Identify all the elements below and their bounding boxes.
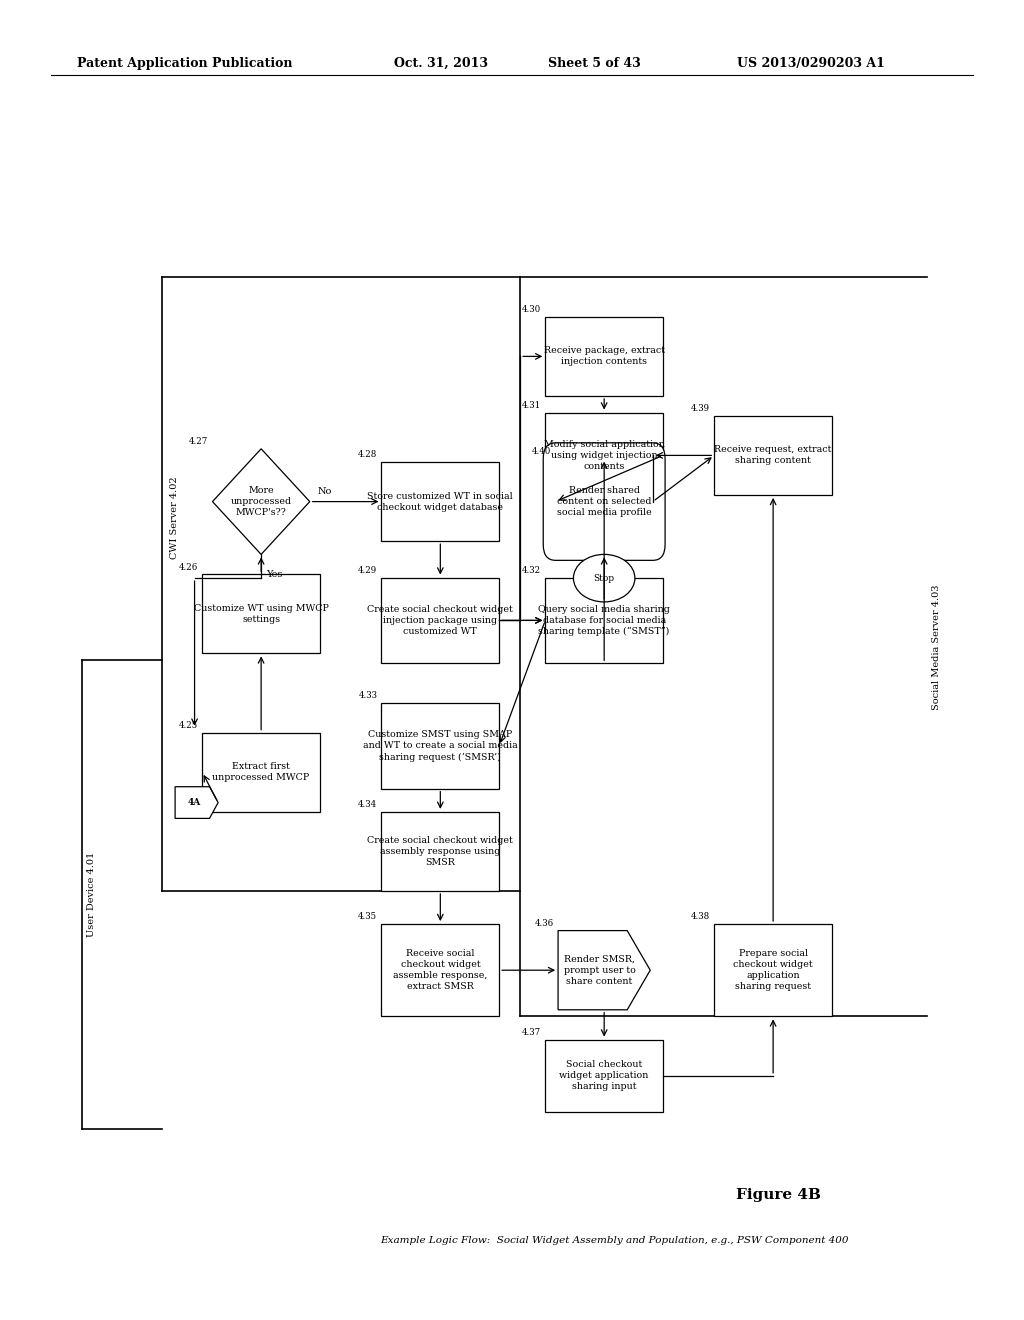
Text: Customize WT using MWCP
settings: Customize WT using MWCP settings bbox=[194, 603, 329, 624]
Text: Customize SMST using SMAP
and WT to create a social media
sharing request (‘SMSR: Customize SMST using SMAP and WT to crea… bbox=[362, 730, 518, 762]
Text: User Device 4.01: User Device 4.01 bbox=[87, 851, 96, 937]
Text: Prepare social
checkout widget
application
sharing request: Prepare social checkout widget applicati… bbox=[733, 949, 813, 991]
Text: 4.30: 4.30 bbox=[522, 305, 541, 314]
Text: US 2013/0290203 A1: US 2013/0290203 A1 bbox=[737, 57, 885, 70]
FancyBboxPatch shape bbox=[545, 1040, 664, 1111]
Text: 4.31: 4.31 bbox=[522, 401, 541, 409]
FancyBboxPatch shape bbox=[381, 578, 500, 663]
FancyBboxPatch shape bbox=[545, 317, 664, 396]
Text: Figure 4B: Figure 4B bbox=[735, 1188, 821, 1201]
Text: Social Media Server 4.03: Social Media Server 4.03 bbox=[932, 583, 941, 710]
FancyBboxPatch shape bbox=[545, 412, 664, 498]
Text: Receive request, extract
sharing content: Receive request, extract sharing content bbox=[715, 445, 831, 466]
Text: 4.29: 4.29 bbox=[358, 566, 377, 576]
Text: Render shared
content on selected
social media profile: Render shared content on selected social… bbox=[557, 486, 651, 517]
Text: 4.35: 4.35 bbox=[358, 912, 377, 921]
Text: Oct. 31, 2013: Oct. 31, 2013 bbox=[394, 57, 488, 70]
Text: CWI Server 4.02: CWI Server 4.02 bbox=[170, 477, 179, 560]
FancyBboxPatch shape bbox=[381, 704, 500, 789]
Text: Social checkout
widget application
sharing input: Social checkout widget application shari… bbox=[559, 1060, 649, 1092]
Text: Example Logic Flow:  Social Widget Assembly and Population, e.g., PSW Component : Example Logic Flow: Social Widget Assemb… bbox=[380, 1237, 849, 1246]
Text: Sheet 5 of 43: Sheet 5 of 43 bbox=[548, 57, 641, 70]
FancyBboxPatch shape bbox=[715, 924, 831, 1016]
Text: Stop: Stop bbox=[594, 574, 614, 582]
Polygon shape bbox=[175, 787, 218, 818]
Text: Receive package, extract
injection contents: Receive package, extract injection conte… bbox=[544, 346, 665, 367]
Text: No: No bbox=[317, 487, 333, 495]
Ellipse shape bbox=[573, 554, 635, 602]
Text: Receive social
checkout widget
assemble response,
extract SMSR: Receive social checkout widget assemble … bbox=[393, 949, 487, 991]
Text: 4.36: 4.36 bbox=[535, 919, 554, 928]
Text: More
unprocessed
MWCP's??: More unprocessed MWCP's?? bbox=[230, 486, 292, 517]
FancyBboxPatch shape bbox=[543, 444, 666, 560]
Text: Extract first
unprocessed MWCP: Extract first unprocessed MWCP bbox=[213, 762, 309, 783]
Text: 4.27: 4.27 bbox=[189, 437, 209, 446]
FancyBboxPatch shape bbox=[715, 416, 831, 495]
Text: 4.34: 4.34 bbox=[358, 800, 377, 809]
Text: 4.38: 4.38 bbox=[691, 912, 711, 921]
Polygon shape bbox=[558, 931, 650, 1010]
Text: Create social checkout widget
assembly response using
SMSR: Create social checkout widget assembly r… bbox=[368, 836, 513, 867]
Text: 4.28: 4.28 bbox=[358, 450, 377, 459]
Text: 4.33: 4.33 bbox=[358, 692, 377, 700]
Text: 4.25: 4.25 bbox=[179, 721, 199, 730]
Text: 4A: 4A bbox=[188, 799, 201, 807]
Text: 4.26: 4.26 bbox=[179, 562, 199, 572]
Text: 4.39: 4.39 bbox=[691, 404, 711, 413]
FancyBboxPatch shape bbox=[381, 924, 500, 1016]
Text: Modify social application
using widget injection
contents: Modify social application using widget i… bbox=[544, 440, 665, 471]
Polygon shape bbox=[213, 449, 309, 554]
Text: Yes: Yes bbox=[266, 570, 283, 579]
Text: Create social checkout widget
injection package using
customized WT: Create social checkout widget injection … bbox=[368, 605, 513, 636]
Text: 4.40: 4.40 bbox=[532, 447, 551, 455]
FancyBboxPatch shape bbox=[203, 574, 319, 653]
Text: Store customized WT in social
checkout widget database: Store customized WT in social checkout w… bbox=[368, 491, 513, 512]
FancyBboxPatch shape bbox=[545, 578, 664, 663]
FancyBboxPatch shape bbox=[381, 812, 500, 891]
FancyBboxPatch shape bbox=[203, 733, 319, 812]
FancyBboxPatch shape bbox=[381, 462, 500, 541]
Text: 4.37: 4.37 bbox=[522, 1028, 541, 1038]
Text: Query social media sharing
database for social media
sharing template (“SMST”): Query social media sharing database for … bbox=[539, 605, 670, 636]
Text: 4.32: 4.32 bbox=[522, 566, 541, 576]
Text: Patent Application Publication: Patent Application Publication bbox=[77, 57, 292, 70]
Text: Render SMSR,
prompt user to
share content: Render SMSR, prompt user to share conten… bbox=[563, 954, 636, 986]
